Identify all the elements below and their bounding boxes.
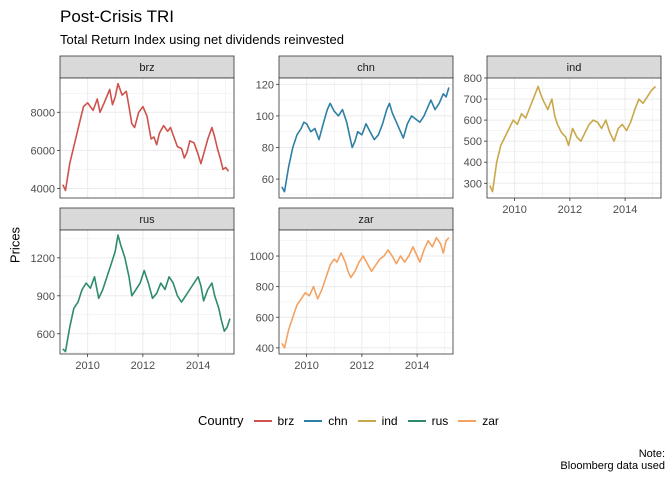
panel-border-brz bbox=[59, 77, 235, 199]
legend-label-brz: brz bbox=[277, 413, 295, 428]
x-tick-label-ind: 2010 bbox=[502, 204, 526, 216]
legend-item-ind: ind bbox=[357, 413, 398, 428]
legend-item-zar: zar bbox=[458, 414, 499, 428]
legend-swatch-ind bbox=[357, 419, 376, 422]
legend-swatch-chn bbox=[304, 419, 323, 422]
strip-label-rus: rus bbox=[139, 214, 155, 226]
panel-brz bbox=[60, 78, 234, 198]
y-tick-label-ind: 600 bbox=[464, 115, 482, 127]
x-tick-label-rus: 2010 bbox=[75, 360, 99, 372]
y-tick-label-ind: 300 bbox=[464, 178, 482, 190]
panel-border-zar bbox=[278, 229, 454, 355]
chart-subtitle: Total Return Index using net dividends r… bbox=[60, 32, 345, 47]
legend: Country brz chn ind rus zar bbox=[0, 413, 672, 435]
panel-zar bbox=[279, 230, 453, 354]
y-tick-label-chn: 100 bbox=[256, 111, 274, 123]
x-tick-label-rus: 2012 bbox=[131, 360, 155, 372]
y-tick-label-ind: 400 bbox=[464, 157, 482, 169]
note-line-2: Bloomberg data used bbox=[560, 460, 665, 472]
legend-item-chn: chn bbox=[304, 413, 348, 428]
y-tick-label-brz: 6000 bbox=[31, 145, 55, 157]
legend-title: Country bbox=[198, 413, 244, 428]
legend-swatch-zar bbox=[458, 419, 477, 422]
series-line-ind bbox=[489, 85, 657, 193]
strip-label-ind: ind bbox=[567, 62, 582, 74]
panel-border-ind bbox=[486, 77, 662, 199]
panel-border-rus bbox=[59, 229, 235, 355]
faceted-line-chart: brz 4000 6000 8000 chn 60 80 100 120 ind 300 400 500… bbox=[31, 55, 662, 372]
y-tick-label-ind: 800 bbox=[464, 73, 482, 85]
legend-swatch-brz bbox=[253, 419, 272, 422]
y-tick-label-brz: 4000 bbox=[31, 183, 55, 195]
y-tick-label-rus: 600 bbox=[37, 329, 55, 341]
y-tick-label-ind: 700 bbox=[464, 94, 482, 106]
y-tick-label-rus: 900 bbox=[37, 291, 55, 303]
note: Note: Bloomberg data used bbox=[560, 448, 665, 472]
series-line-chn bbox=[281, 87, 450, 193]
strip-label-chn: chn bbox=[357, 62, 375, 74]
y-tick-label-brz: 8000 bbox=[31, 107, 55, 119]
chart-title: Post-Crisis TRI bbox=[60, 7, 174, 26]
y-tick-label-rus: 1200 bbox=[31, 253, 55, 265]
legend-label-ind: ind bbox=[381, 413, 398, 428]
strip-label-brz: brz bbox=[139, 62, 154, 74]
legend-item-rus: rus bbox=[407, 413, 449, 428]
note-line-1: Note: bbox=[638, 448, 665, 460]
panel-border-chn bbox=[278, 77, 454, 199]
series-line-brz bbox=[62, 82, 230, 192]
panel-rus bbox=[60, 230, 234, 354]
y-tick-label-zar: 600 bbox=[256, 312, 274, 324]
y-tick-label-chn: 80 bbox=[262, 142, 274, 154]
y-tick-label-chn: 120 bbox=[256, 79, 274, 91]
x-tick-label-zar: 2014 bbox=[405, 360, 429, 372]
y-tick-label-zar: 1000 bbox=[250, 251, 274, 263]
panel-ind bbox=[487, 78, 661, 198]
legend-label-chn: chn bbox=[328, 413, 348, 428]
x-tick-label-zar: 2012 bbox=[350, 360, 374, 372]
legend-item-brz: brz bbox=[253, 413, 295, 428]
series-line-zar bbox=[281, 236, 450, 349]
legend-label-rus: rus bbox=[431, 413, 449, 428]
x-tick-label-rus: 2014 bbox=[186, 360, 210, 372]
panel-chn bbox=[279, 78, 453, 198]
y-tick-label-ind: 500 bbox=[464, 136, 482, 148]
x-tick-label-zar: 2010 bbox=[294, 360, 318, 372]
y-tick-label-zar: 800 bbox=[256, 282, 274, 294]
series-line-rus bbox=[62, 234, 231, 353]
x-tick-label-ind: 2014 bbox=[613, 204, 637, 216]
strip-label-zar: zar bbox=[358, 214, 374, 226]
x-tick-label-ind: 2012 bbox=[558, 204, 582, 216]
legend-swatch-rus bbox=[407, 419, 426, 422]
legend-label-zar: zar bbox=[482, 413, 499, 428]
y-tick-label-chn: 60 bbox=[262, 174, 274, 186]
y-tick-label-zar: 400 bbox=[256, 343, 274, 355]
